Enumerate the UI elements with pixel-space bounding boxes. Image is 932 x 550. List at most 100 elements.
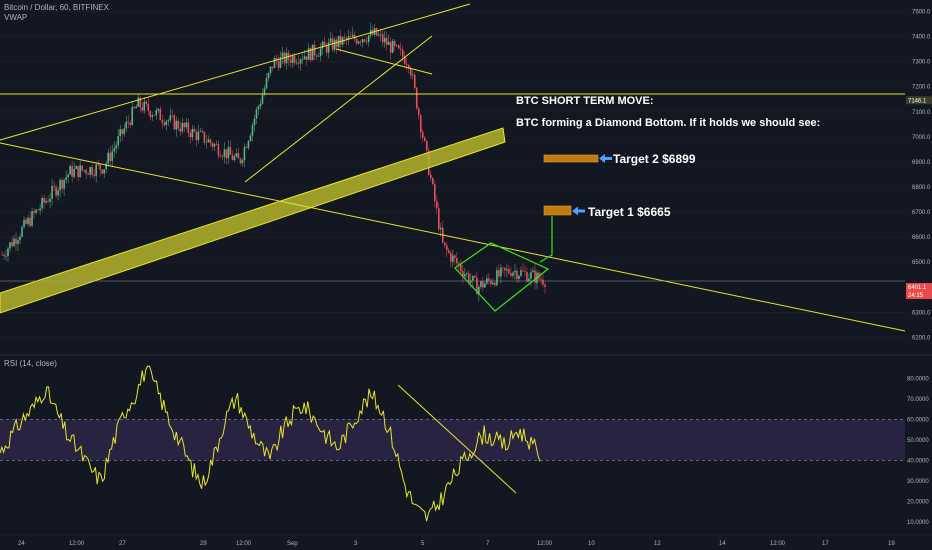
- candle-body: [105, 163, 107, 170]
- candle-body: [7, 248, 9, 257]
- candle-body: [425, 140, 428, 151]
- candle-body: [131, 107, 134, 125]
- candle-body: [79, 165, 81, 178]
- candle-body: [389, 41, 392, 53]
- rsi-axis[interactable]: 80.0000 70.0000 60.0000 50.0000 40.0000 30.00…: [907, 376, 929, 525]
- candle-body: [285, 52, 288, 64]
- candle-body: [35, 209, 37, 213]
- candle-body: [47, 200, 49, 202]
- candle-body: [157, 108, 160, 111]
- time-tick-label: 7: [486, 541, 490, 547]
- symbol-label[interactable]: Bitcoin / Dollar, 60, BITFINEX: [4, 3, 109, 12]
- time-tick-label: 12: [654, 541, 661, 547]
- time-tick-label: 17: [822, 541, 829, 547]
- candle-body: [45, 200, 47, 203]
- price-tick-label: 7300.0: [912, 60, 931, 66]
- candle-body: [423, 137, 426, 141]
- candle-body: [401, 49, 404, 57]
- candle-body: [125, 121, 128, 129]
- candle-body: [197, 131, 200, 140]
- time-axis[interactable]: 24 12:00 27 29 12:00 Sep 3 5 7 12:00 10 12 14 12:00 17…: [0, 534, 932, 547]
- candle-body: [249, 135, 252, 142]
- candle-body: [476, 277, 478, 295]
- candle-body: [29, 217, 31, 226]
- candle-body: [405, 64, 408, 66]
- candle-body: [27, 217, 29, 224]
- candle-body: [293, 56, 296, 64]
- candle-body: [187, 122, 190, 133]
- candle-body: [429, 174, 432, 179]
- rsi-tick-label: 80.0000: [907, 376, 929, 382]
- candle-body: [482, 281, 484, 288]
- rsi-tick-label: 10.0000: [907, 520, 929, 526]
- candle-body: [534, 270, 536, 283]
- candle-body: [49, 198, 51, 202]
- descending-trendline: [0, 142, 906, 332]
- price-tick-label: 7200.0: [912, 85, 931, 91]
- candle-body: [544, 284, 546, 288]
- candle-body: [450, 252, 452, 262]
- candle-body: [291, 56, 294, 63]
- candle-body: [307, 48, 310, 60]
- candle-body: [21, 226, 23, 237]
- candle-body: [143, 101, 146, 111]
- time-tick-label: Sep: [287, 541, 298, 547]
- target-1-arrow-icon: [572, 206, 585, 216]
- rsi-tick-label: 60.0000: [907, 417, 929, 423]
- candle-body: [399, 48, 402, 50]
- time-tick-label: 19: [888, 541, 895, 547]
- target-1-box: [543, 205, 572, 216]
- candle-body: [259, 103, 262, 107]
- candle-body: [277, 61, 280, 68]
- candle-body: [452, 255, 454, 262]
- candle-body: [492, 282, 494, 285]
- candle-body: [183, 122, 186, 128]
- vwap-label[interactable]: VWAP: [4, 13, 28, 22]
- candle-body: [177, 120, 180, 129]
- rsi-pane: 80.0000 70.0000 60.0000 50.0000 40.0000 30.00…: [0, 365, 929, 526]
- candle-body: [23, 219, 25, 227]
- candle-body: [73, 168, 75, 177]
- candle-body: [31, 211, 33, 226]
- candle-body: [71, 165, 73, 177]
- candle-body: [161, 120, 164, 123]
- candle-body: [217, 144, 220, 156]
- candle-body: [530, 272, 532, 279]
- candle-body: [225, 149, 228, 159]
- candle-body: [235, 153, 238, 157]
- candle-body: [175, 120, 178, 130]
- candle-body: [433, 184, 436, 202]
- candle-body: [113, 148, 116, 152]
- candle-body: [460, 264, 462, 272]
- candle-body: [496, 270, 498, 286]
- candle-body: [317, 56, 320, 57]
- candle-body: [145, 101, 148, 104]
- price-tick-label: 7100.0: [912, 110, 931, 116]
- trendlines: [0, 3, 906, 332]
- time-tick-label: 12:00: [236, 541, 252, 547]
- candle-body: [91, 167, 93, 175]
- candle-body: [383, 37, 386, 43]
- candle-body: [526, 271, 528, 282]
- candle-body: [421, 132, 424, 138]
- diamond-pattern: [454, 242, 550, 312]
- candle-body: [141, 107, 144, 111]
- price-axis[interactable]: 7500.0 7400.0 7300.0 7200.0 7100.0 7000.0 6900…: [906, 10, 932, 342]
- candle-body: [267, 73, 270, 79]
- candle-body: [55, 186, 57, 196]
- candle-body: [385, 37, 388, 45]
- candle-body: [61, 179, 63, 189]
- candle-body: [39, 208, 41, 211]
- candle-body: [109, 152, 111, 161]
- candle-body: [51, 185, 53, 199]
- rsi-label[interactable]: RSI (14, close): [4, 359, 57, 368]
- candle-body: [233, 156, 236, 161]
- rsi-band: [0, 419, 905, 461]
- price-tick-label: 7400.0: [912, 35, 931, 41]
- candle-body: [478, 286, 480, 295]
- candle-body: [137, 97, 140, 107]
- candle-body: [488, 278, 490, 281]
- candle-body: [347, 36, 350, 40]
- annotation-title: BTC SHORT TERM MOVE:: [516, 95, 654, 107]
